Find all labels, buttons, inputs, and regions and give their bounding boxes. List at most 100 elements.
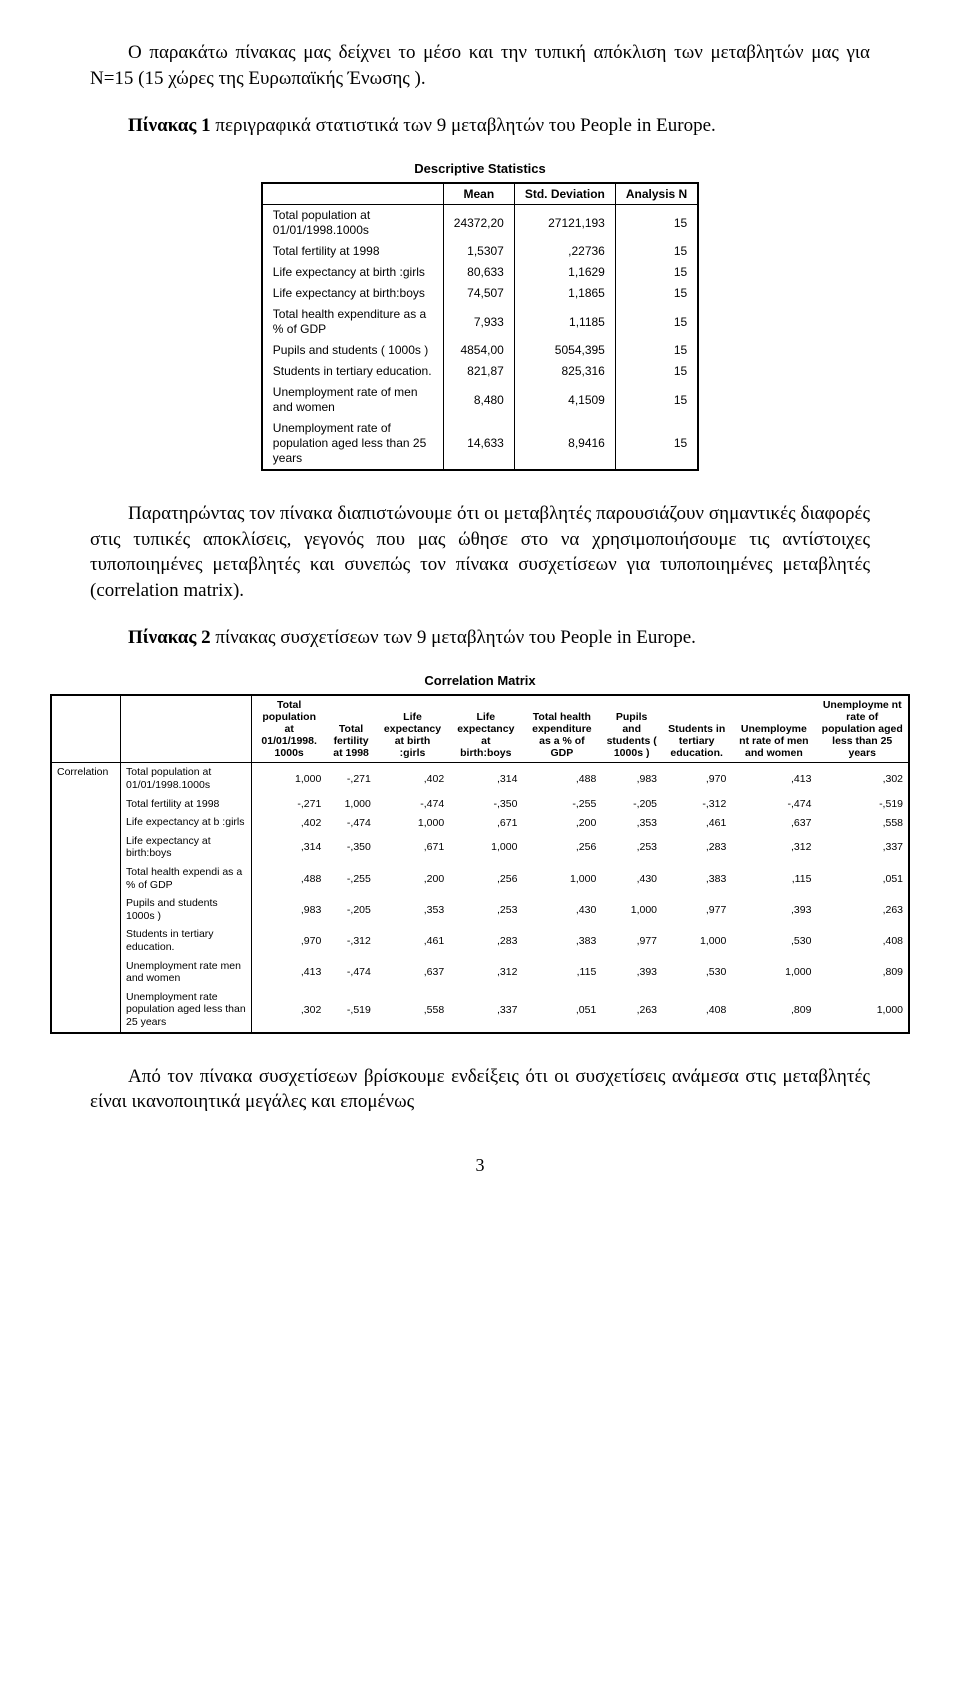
table2-row: Total fertility at 1998-,2711,000-,474-,…	[51, 795, 909, 814]
table1-row-label: Life expectancy at birth :girls	[262, 262, 444, 283]
table2-row-label: Life expectancy at b :girls	[121, 813, 252, 832]
table1-cell-n: 15	[615, 304, 698, 340]
table1-cell-n: 15	[615, 361, 698, 382]
table2-cell: -,312	[662, 795, 731, 814]
caption-table2-rest: πίνακας συσχετίσεων των 9 μεταβλητών του…	[211, 627, 696, 648]
table2-row: Pupils and students 1000s ),983-,205,353…	[51, 894, 909, 925]
table1-cell-sd: 1,1185	[514, 304, 615, 340]
table2-cell: -,474	[326, 813, 376, 832]
table2-cell: ,558	[816, 813, 909, 832]
table1-cell-n: 15	[615, 241, 698, 262]
table2-cell: ,809	[731, 988, 816, 1033]
table2-col-header: Unemployme nt rate of population aged le…	[816, 695, 909, 763]
table1-title: Descriptive Statistics	[90, 161, 870, 176]
table1-col-n: Analysis N	[615, 183, 698, 205]
table2-row: Life expectancy at b :girls,402-,4741,00…	[51, 813, 909, 832]
table2-cell: 1,000	[252, 763, 327, 795]
table2-cell: ,983	[252, 894, 327, 925]
table2-cell: ,337	[816, 832, 909, 863]
paragraph-conclusion: Από τον πίνακα συσχετίσεων βρίσκουμε ενδ…	[90, 1064, 870, 1115]
table2-cell: ,461	[662, 813, 731, 832]
document-page: Ο παρακάτω πίνακας μας δείχνει το μέσο κ…	[0, 0, 960, 1216]
table2-cell: ,809	[816, 957, 909, 988]
caption-table1-lead: Πίνακας 1	[128, 115, 211, 136]
table1-row: Life expectancy at birth :girls80,6331,1…	[262, 262, 698, 283]
table2-cell: ,302	[816, 763, 909, 795]
table1-cell-sd: 1,1629	[514, 262, 615, 283]
table2-cell: ,383	[522, 925, 601, 956]
correlation-matrix-table: Total population at 01/01/1998. 1000s Tot…	[50, 694, 910, 1033]
descriptive-statistics-table: Mean Std. Deviation Analysis N Total pop…	[261, 182, 699, 471]
table2-cell: ,312	[449, 957, 522, 988]
table1-row: Pupils and students ( 1000s )4854,005054…	[262, 340, 698, 361]
table1-row: Life expectancy at birth:boys74,5071,186…	[262, 283, 698, 304]
table2-cell: ,637	[731, 813, 816, 832]
table2-col-header: Life expectancy at birth :girls	[376, 695, 449, 763]
table2-col-header: Unemployme nt rate of men and women	[731, 695, 816, 763]
table2-cell: ,558	[376, 988, 449, 1033]
table2-cell: ,253	[601, 832, 662, 863]
table2-cell: -,350	[449, 795, 522, 814]
table2-cell: ,283	[662, 832, 731, 863]
table2-cell: ,977	[601, 925, 662, 956]
table2-cell: -,271	[326, 763, 376, 795]
table2-cell: ,671	[449, 813, 522, 832]
table2-cell: -,519	[816, 795, 909, 814]
table2-cell: ,402	[376, 763, 449, 795]
table2-cell: ,488	[522, 763, 601, 795]
table2-row: Unemployment rate men and women,413-,474…	[51, 957, 909, 988]
table2-row-label: Unemployment rate men and women	[121, 957, 252, 988]
table2-col-header: Life expectancy at birth:boys	[449, 695, 522, 763]
table2-cell: 1,000	[522, 863, 601, 894]
table1-cell-mean: 24372,20	[443, 204, 514, 241]
table2-cell: ,430	[522, 894, 601, 925]
table2-cell: ,353	[601, 813, 662, 832]
table2-cell: ,051	[816, 863, 909, 894]
table2-col-header: Total population at 01/01/1998. 1000s	[252, 695, 327, 763]
table2-cell: ,488	[252, 863, 327, 894]
table1-cell-sd: 5054,395	[514, 340, 615, 361]
table1-cell-sd: 27121,193	[514, 204, 615, 241]
table2-cell: ,263	[816, 894, 909, 925]
paragraph-intro: Ο παρακάτω πίνακας μας δείχνει το μέσο κ…	[90, 40, 870, 91]
table2-cell: ,530	[731, 925, 816, 956]
table2-row: CorrelationTotal population at 01/01/199…	[51, 763, 909, 795]
table1-row-label: Unemployment rate of population aged les…	[262, 418, 444, 470]
caption-table1-rest: περιγραφικά στατιστικά των 9 μεταβλητών …	[211, 115, 716, 136]
table2-cell: ,337	[449, 988, 522, 1033]
table2-title: Correlation Matrix	[50, 673, 910, 688]
table1-cell-n: 15	[615, 382, 698, 418]
table2-cell: -,474	[376, 795, 449, 814]
table2-cell: -,205	[326, 894, 376, 925]
caption-table2: Πίνακας 2 πίνακας συσχετίσεων των 9 μετα…	[90, 625, 870, 651]
table1-cell-sd: 825,316	[514, 361, 615, 382]
table2-cell: ,200	[522, 813, 601, 832]
table2-row-label: Unemployment rate population aged less t…	[121, 988, 252, 1033]
table2-cell: ,302	[252, 988, 327, 1033]
table2-cell: ,353	[376, 894, 449, 925]
table2-cell: ,383	[662, 863, 731, 894]
table2-cell: -,474	[731, 795, 816, 814]
table2-cell: ,253	[449, 894, 522, 925]
table2-cell: 1,000	[662, 925, 731, 956]
table2-cell: ,314	[449, 763, 522, 795]
table2-cell: ,430	[601, 863, 662, 894]
table1-cell-mean: 821,87	[443, 361, 514, 382]
table1-row-label: Pupils and students ( 1000s )	[262, 340, 444, 361]
table2-cell: -,312	[326, 925, 376, 956]
table2-cell: ,314	[252, 832, 327, 863]
table2-row: Total health expendi as a % of GDP,488-,…	[51, 863, 909, 894]
table2-cell: ,283	[449, 925, 522, 956]
table2-cell: ,115	[522, 957, 601, 988]
page-number: 3	[90, 1155, 870, 1176]
table2-cell: 1,000	[601, 894, 662, 925]
table2-cell: ,413	[252, 957, 327, 988]
table2-cell: ,408	[816, 925, 909, 956]
table1-cell-n: 15	[615, 262, 698, 283]
table1-row-label: Total population at 01/01/1998.1000s	[262, 204, 444, 241]
table2-corner2	[121, 695, 252, 763]
table2-cell: -,255	[522, 795, 601, 814]
table2-row-label: Life expectancy at birth:boys	[121, 832, 252, 863]
table1-cell-mean: 14,633	[443, 418, 514, 470]
table2-cell: ,256	[449, 863, 522, 894]
